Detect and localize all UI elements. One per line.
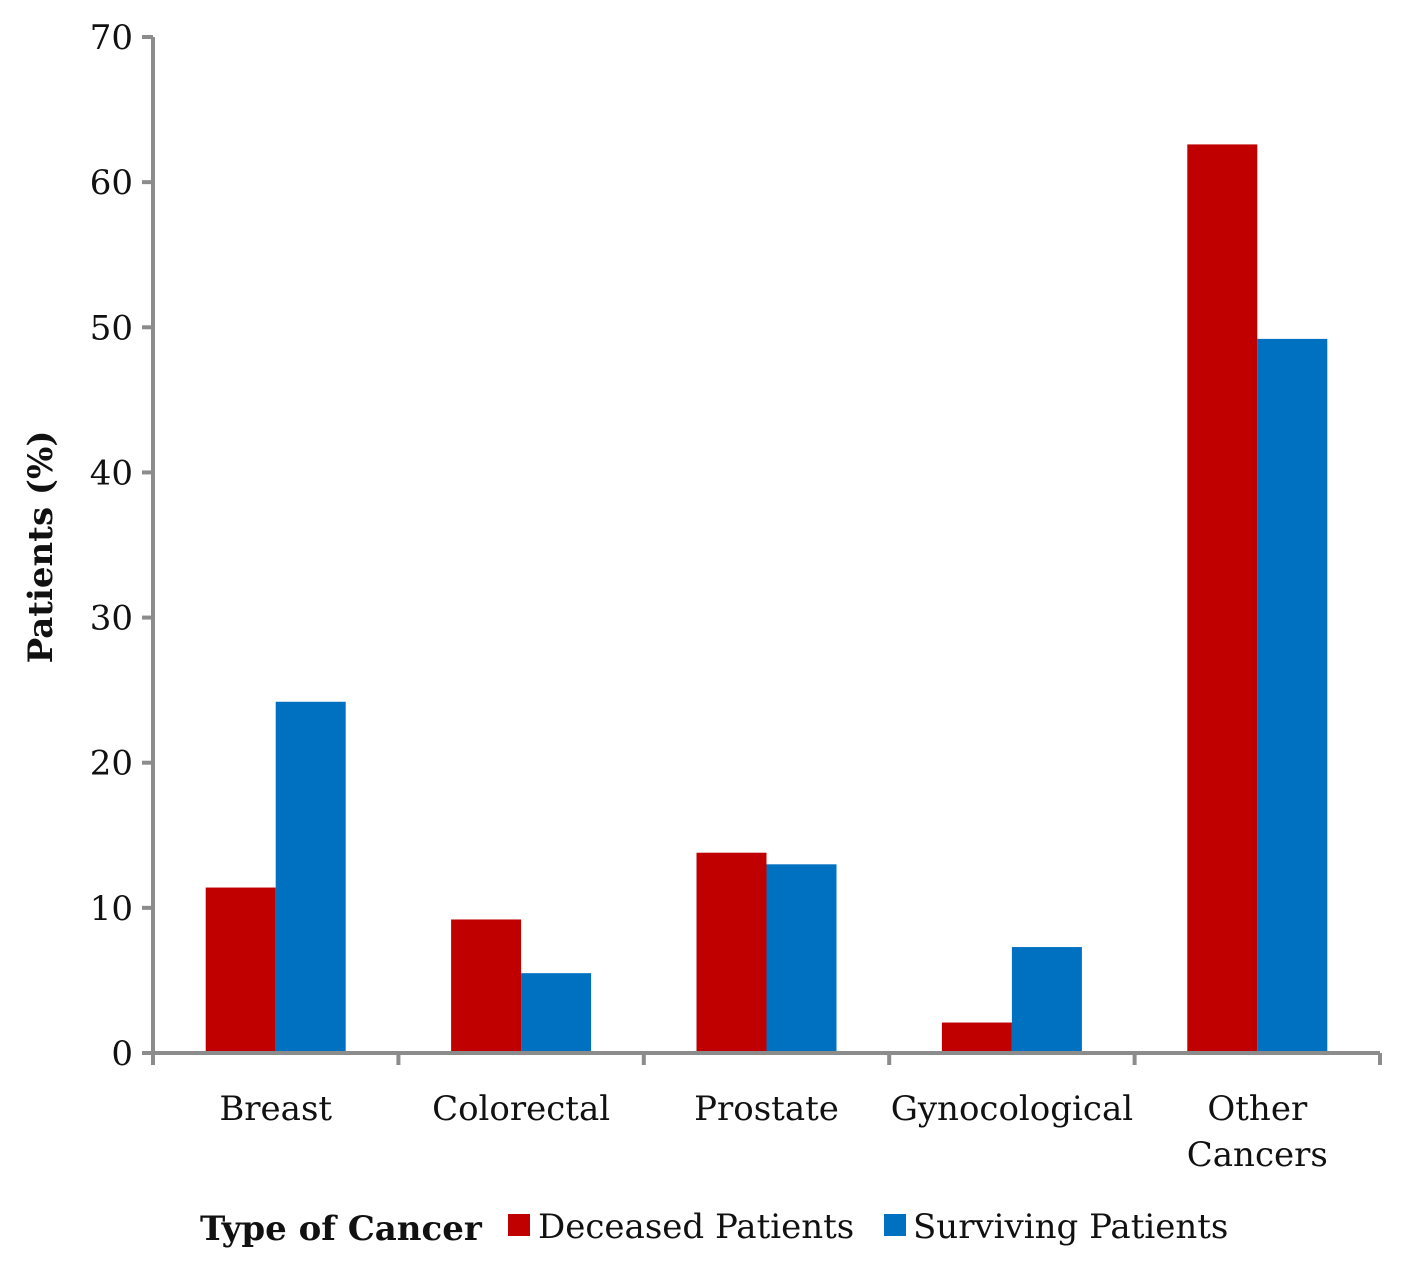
- bar-deceased-patients-2: [696, 852, 767, 1053]
- bar-deceased-patients-4: [1187, 144, 1258, 1054]
- y-tick-label: 10: [90, 889, 133, 929]
- x-axis-title: Type of Cancer: [200, 1209, 483, 1249]
- y-axis-title: Patients (%): [21, 431, 61, 664]
- y-tick-label: 70: [90, 18, 133, 58]
- x-category-label: Colorectal: [432, 1089, 610, 1129]
- y-tick-label: 40: [90, 453, 133, 493]
- bar-surviving-patients-1: [521, 973, 592, 1053]
- legend-label-deceased-patients: Deceased Patients: [538, 1207, 854, 1247]
- x-category-label: Breast: [219, 1089, 332, 1129]
- x-category-label: Other Cancers: [1187, 1089, 1328, 1175]
- bar-surviving-patients-0: [275, 701, 346, 1053]
- x-category-label: Gynocological: [891, 1089, 1133, 1129]
- y-ticks-group: 0 10 20 30 40 50 60 70: [90, 18, 153, 1074]
- legend-swatch-deceased-patients: [508, 1214, 530, 1236]
- y-tick-label: 0: [111, 1034, 133, 1074]
- bar-surviving-patients-3: [1011, 947, 1082, 1053]
- bar-deceased-patients-0: [205, 887, 276, 1053]
- legend-swatch-surviving-patients: [884, 1214, 906, 1236]
- bar-deceased-patients-3: [941, 1022, 1012, 1053]
- bars-group: [205, 144, 1328, 1054]
- bar-surviving-patients-2: [766, 864, 837, 1053]
- legend: Deceased Patients Surviving Patients: [508, 1207, 1228, 1247]
- legend-label-surviving-patients: Surviving Patients: [913, 1207, 1228, 1247]
- y-tick-label: 50: [90, 308, 133, 348]
- axes-group: [151, 37, 1380, 1055]
- y-tick-label: 60: [90, 163, 133, 203]
- x-ticks-group: Breast Colorectal Prostate Gynocological Oth…: [151, 1053, 1382, 1175]
- x-category-label: Prostate: [694, 1089, 839, 1129]
- bar-deceased-patients-1: [451, 919, 522, 1053]
- y-tick-label: 30: [90, 599, 133, 639]
- bar-surviving-patients-4: [1257, 338, 1328, 1053]
- y-tick-label: 20: [90, 744, 133, 784]
